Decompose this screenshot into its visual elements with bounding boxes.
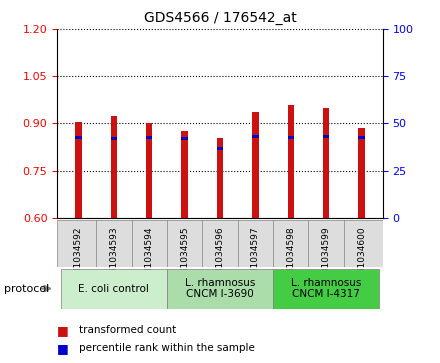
- Text: percentile rank within the sample: percentile rank within the sample: [79, 343, 255, 354]
- Text: ■: ■: [57, 324, 69, 337]
- Bar: [181, 131, 188, 218]
- Text: GSM1034595: GSM1034595: [180, 227, 189, 287]
- Text: transformed count: transformed count: [79, 325, 176, 335]
- Bar: [273, 269, 379, 309]
- Text: L. rhamnosus
CNCM I-3690: L. rhamnosus CNCM I-3690: [185, 278, 255, 299]
- Text: ■: ■: [57, 342, 69, 355]
- Bar: [217, 138, 223, 218]
- Bar: [359, 128, 365, 218]
- Bar: [146, 123, 152, 218]
- Text: L. rhamnosus
CNCM I-4317: L. rhamnosus CNCM I-4317: [291, 278, 361, 299]
- Text: GSM1034596: GSM1034596: [216, 227, 224, 287]
- Text: E. coli control: E. coli control: [78, 284, 149, 294]
- Bar: [146, 136, 152, 139]
- Text: GSM1034592: GSM1034592: [74, 227, 83, 287]
- Bar: [288, 105, 294, 218]
- Bar: [323, 108, 330, 218]
- Bar: [252, 135, 259, 138]
- Bar: [288, 136, 294, 139]
- Text: GSM1034594: GSM1034594: [145, 227, 154, 287]
- Text: protocol: protocol: [4, 284, 50, 294]
- Bar: [110, 136, 117, 140]
- Bar: [75, 136, 82, 139]
- Text: GSM1034598: GSM1034598: [286, 227, 295, 287]
- Bar: [323, 135, 330, 138]
- Bar: [359, 136, 365, 139]
- Text: GSM1034599: GSM1034599: [322, 227, 331, 287]
- Bar: [61, 269, 167, 309]
- Bar: [167, 269, 273, 309]
- Bar: [252, 113, 259, 218]
- Text: GSM1034597: GSM1034597: [251, 227, 260, 287]
- Bar: [75, 122, 82, 218]
- Bar: [110, 115, 117, 218]
- Bar: [217, 147, 223, 150]
- Text: GDS4566 / 176542_at: GDS4566 / 176542_at: [143, 11, 297, 25]
- Bar: [181, 136, 188, 140]
- Text: GSM1034593: GSM1034593: [109, 227, 118, 287]
- Text: GSM1034600: GSM1034600: [357, 227, 366, 287]
